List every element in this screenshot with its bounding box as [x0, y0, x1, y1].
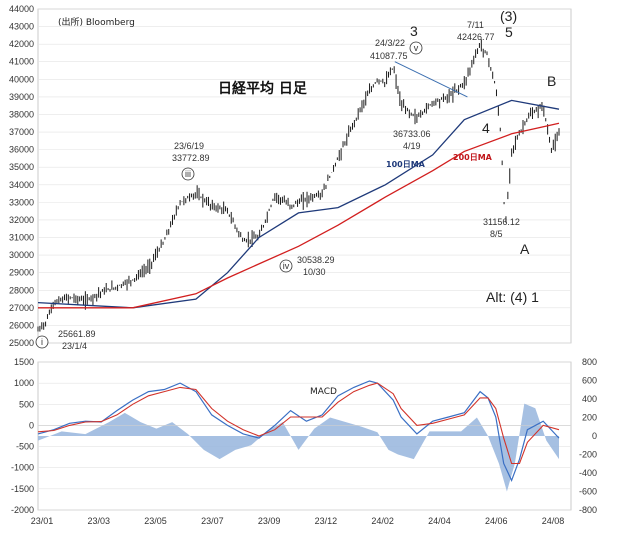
price-y-tick-label: 42000	[9, 39, 34, 49]
ma200-label: 200日MA	[453, 153, 493, 162]
price-y-tick-label: 37000	[9, 127, 34, 137]
high-2403-date: 24/3/22	[375, 38, 405, 48]
low-2301-value: 25661.89	[58, 329, 96, 339]
wave-v-label: v	[414, 43, 419, 53]
alt-count-label: Alt: (4) 1	[486, 289, 539, 305]
macd-left-y-ticks: -2000 -1500 -1000 -500 0 500 1000 1500	[11, 357, 34, 515]
macd-right-tick-label: 200	[582, 413, 597, 423]
low-2404-value: 36733.06	[393, 129, 431, 139]
ma200-line	[38, 122, 560, 309]
low-2408-value: 31156.12	[483, 217, 520, 227]
macd-x-tick-label: 23/05	[144, 516, 167, 526]
price-y-tick-label: 36000	[9, 145, 34, 155]
price-y-tick-label: 27000	[9, 303, 34, 313]
macd-right-y-ticks: -800 -600 -400 -200 0 200 400 600 800	[579, 357, 597, 515]
macd-right-tick-label: 600	[582, 376, 597, 386]
high-2407-date: 7/11	[467, 20, 484, 30]
wave-iii-label: iii	[185, 169, 191, 179]
source-label: (出所) Bloomberg	[58, 16, 135, 28]
label-3: 3	[410, 23, 418, 39]
price-y-tick-label: 31000	[9, 233, 34, 243]
price-gridlines	[38, 8, 571, 344]
price-y-tick-label: 43000	[9, 22, 34, 32]
macd-x-tick-label: 23/01	[31, 516, 54, 526]
ma100-line	[37, 99, 560, 309]
price-y-tick-label: 35000	[9, 162, 34, 172]
macd-left-tick-label: 500	[19, 399, 34, 409]
low-2310-value: 30538.29	[297, 255, 335, 265]
macd-right-tick-label: -200	[579, 450, 597, 460]
macd-right-tick-label: 0	[592, 431, 597, 441]
price-bars	[37, 39, 560, 332]
price-y-tick-label: 32000	[9, 215, 34, 225]
macd-x-tick-label: 23/09	[258, 516, 281, 526]
price-y-tick-label: 38000	[9, 109, 34, 119]
macd-x-tick-label: 23/12	[315, 516, 338, 526]
macd-right-tick-label: -600	[579, 487, 597, 497]
trend-line	[394, 61, 468, 98]
wave-v-circle	[409, 41, 423, 55]
macd-x-tick-label: 24/06	[485, 516, 508, 526]
high-2407-value: 42426.77	[457, 32, 495, 42]
low-2408-date: 8/5	[490, 229, 503, 239]
macd-right-tick-label: -800	[579, 505, 597, 515]
wave-iv-circle	[279, 259, 293, 273]
price-y-tick-label: 39000	[9, 92, 34, 102]
macd-right-tick-label: -400	[579, 468, 597, 478]
high-2306-date: 23/6/19	[174, 141, 204, 151]
label-3-paren: (3)	[500, 8, 517, 24]
macd-line	[37, 380, 560, 482]
price-y-tick-label: 29000	[9, 268, 34, 278]
price-y-tick-label: 34000	[9, 180, 34, 190]
macd-right-tick-label: 400	[582, 394, 597, 404]
wave-i-circle	[35, 335, 49, 349]
price-series	[37, 39, 560, 332]
label-A: A	[520, 241, 530, 257]
wave-iii-circle	[181, 167, 195, 181]
ma100-label: 100日MA	[386, 160, 426, 169]
price-y-tick-label: 30000	[9, 250, 34, 260]
label-B: B	[547, 73, 556, 89]
low-2310-date: 10/30	[303, 267, 326, 277]
low-2404-date: 4/19	[403, 141, 421, 151]
macd-left-tick-label: -2000	[11, 505, 34, 515]
price-y-tick-label: 25000	[9, 338, 34, 348]
price-y-tick-label: 28000	[9, 285, 34, 295]
macd-x-tick-label: 24/04	[428, 516, 451, 526]
macd-x-tick-label: 23/03	[88, 516, 111, 526]
macd-x-tick-label: 23/07	[201, 516, 224, 526]
macd-left-tick-label: -500	[16, 442, 34, 452]
label-4: 4	[482, 120, 490, 136]
macd-x-tick-label: 24/02	[371, 516, 394, 526]
macd-title: MACD	[310, 387, 337, 397]
macd-x-ticks: 23/01 23/03 23/05 23/07 23/09 23/12 24/02 24/04…	[31, 516, 565, 526]
high-2403-value: 41087.75	[370, 51, 408, 61]
macd-left-tick-label: -1000	[11, 463, 34, 473]
price-y-tick-label: 33000	[9, 197, 34, 207]
macd-left-tick-label: 1000	[14, 378, 34, 388]
price-y-tick-label: 41000	[9, 57, 34, 67]
low-2301-date: 23/1/4	[62, 341, 87, 351]
label-5: 5	[505, 24, 513, 40]
price-y-tick-label: 26000	[9, 320, 34, 330]
signal-line	[37, 382, 560, 465]
price-y-tick-label: 44000	[9, 4, 34, 14]
macd-left-tick-label: 0	[29, 420, 34, 430]
macd-series	[37, 380, 571, 492]
wave-iv-label: iv	[283, 261, 290, 271]
price-y-tick-label: 40000	[9, 74, 34, 84]
high-2306-value: 33772.89	[172, 153, 210, 163]
chart-title: 日経平均 日足	[218, 80, 308, 97]
macd-left-tick-label: 1500	[14, 357, 34, 367]
macd-right-tick-label: 800	[582, 357, 597, 367]
macd-left-tick-label: -1500	[11, 484, 34, 494]
macd-x-tick-label: 24/08	[542, 516, 565, 526]
price-y-ticks: 25000 26000 27000 28000 29000 30000 31000 32000…	[9, 4, 34, 348]
wave-i-label: i	[41, 337, 43, 347]
